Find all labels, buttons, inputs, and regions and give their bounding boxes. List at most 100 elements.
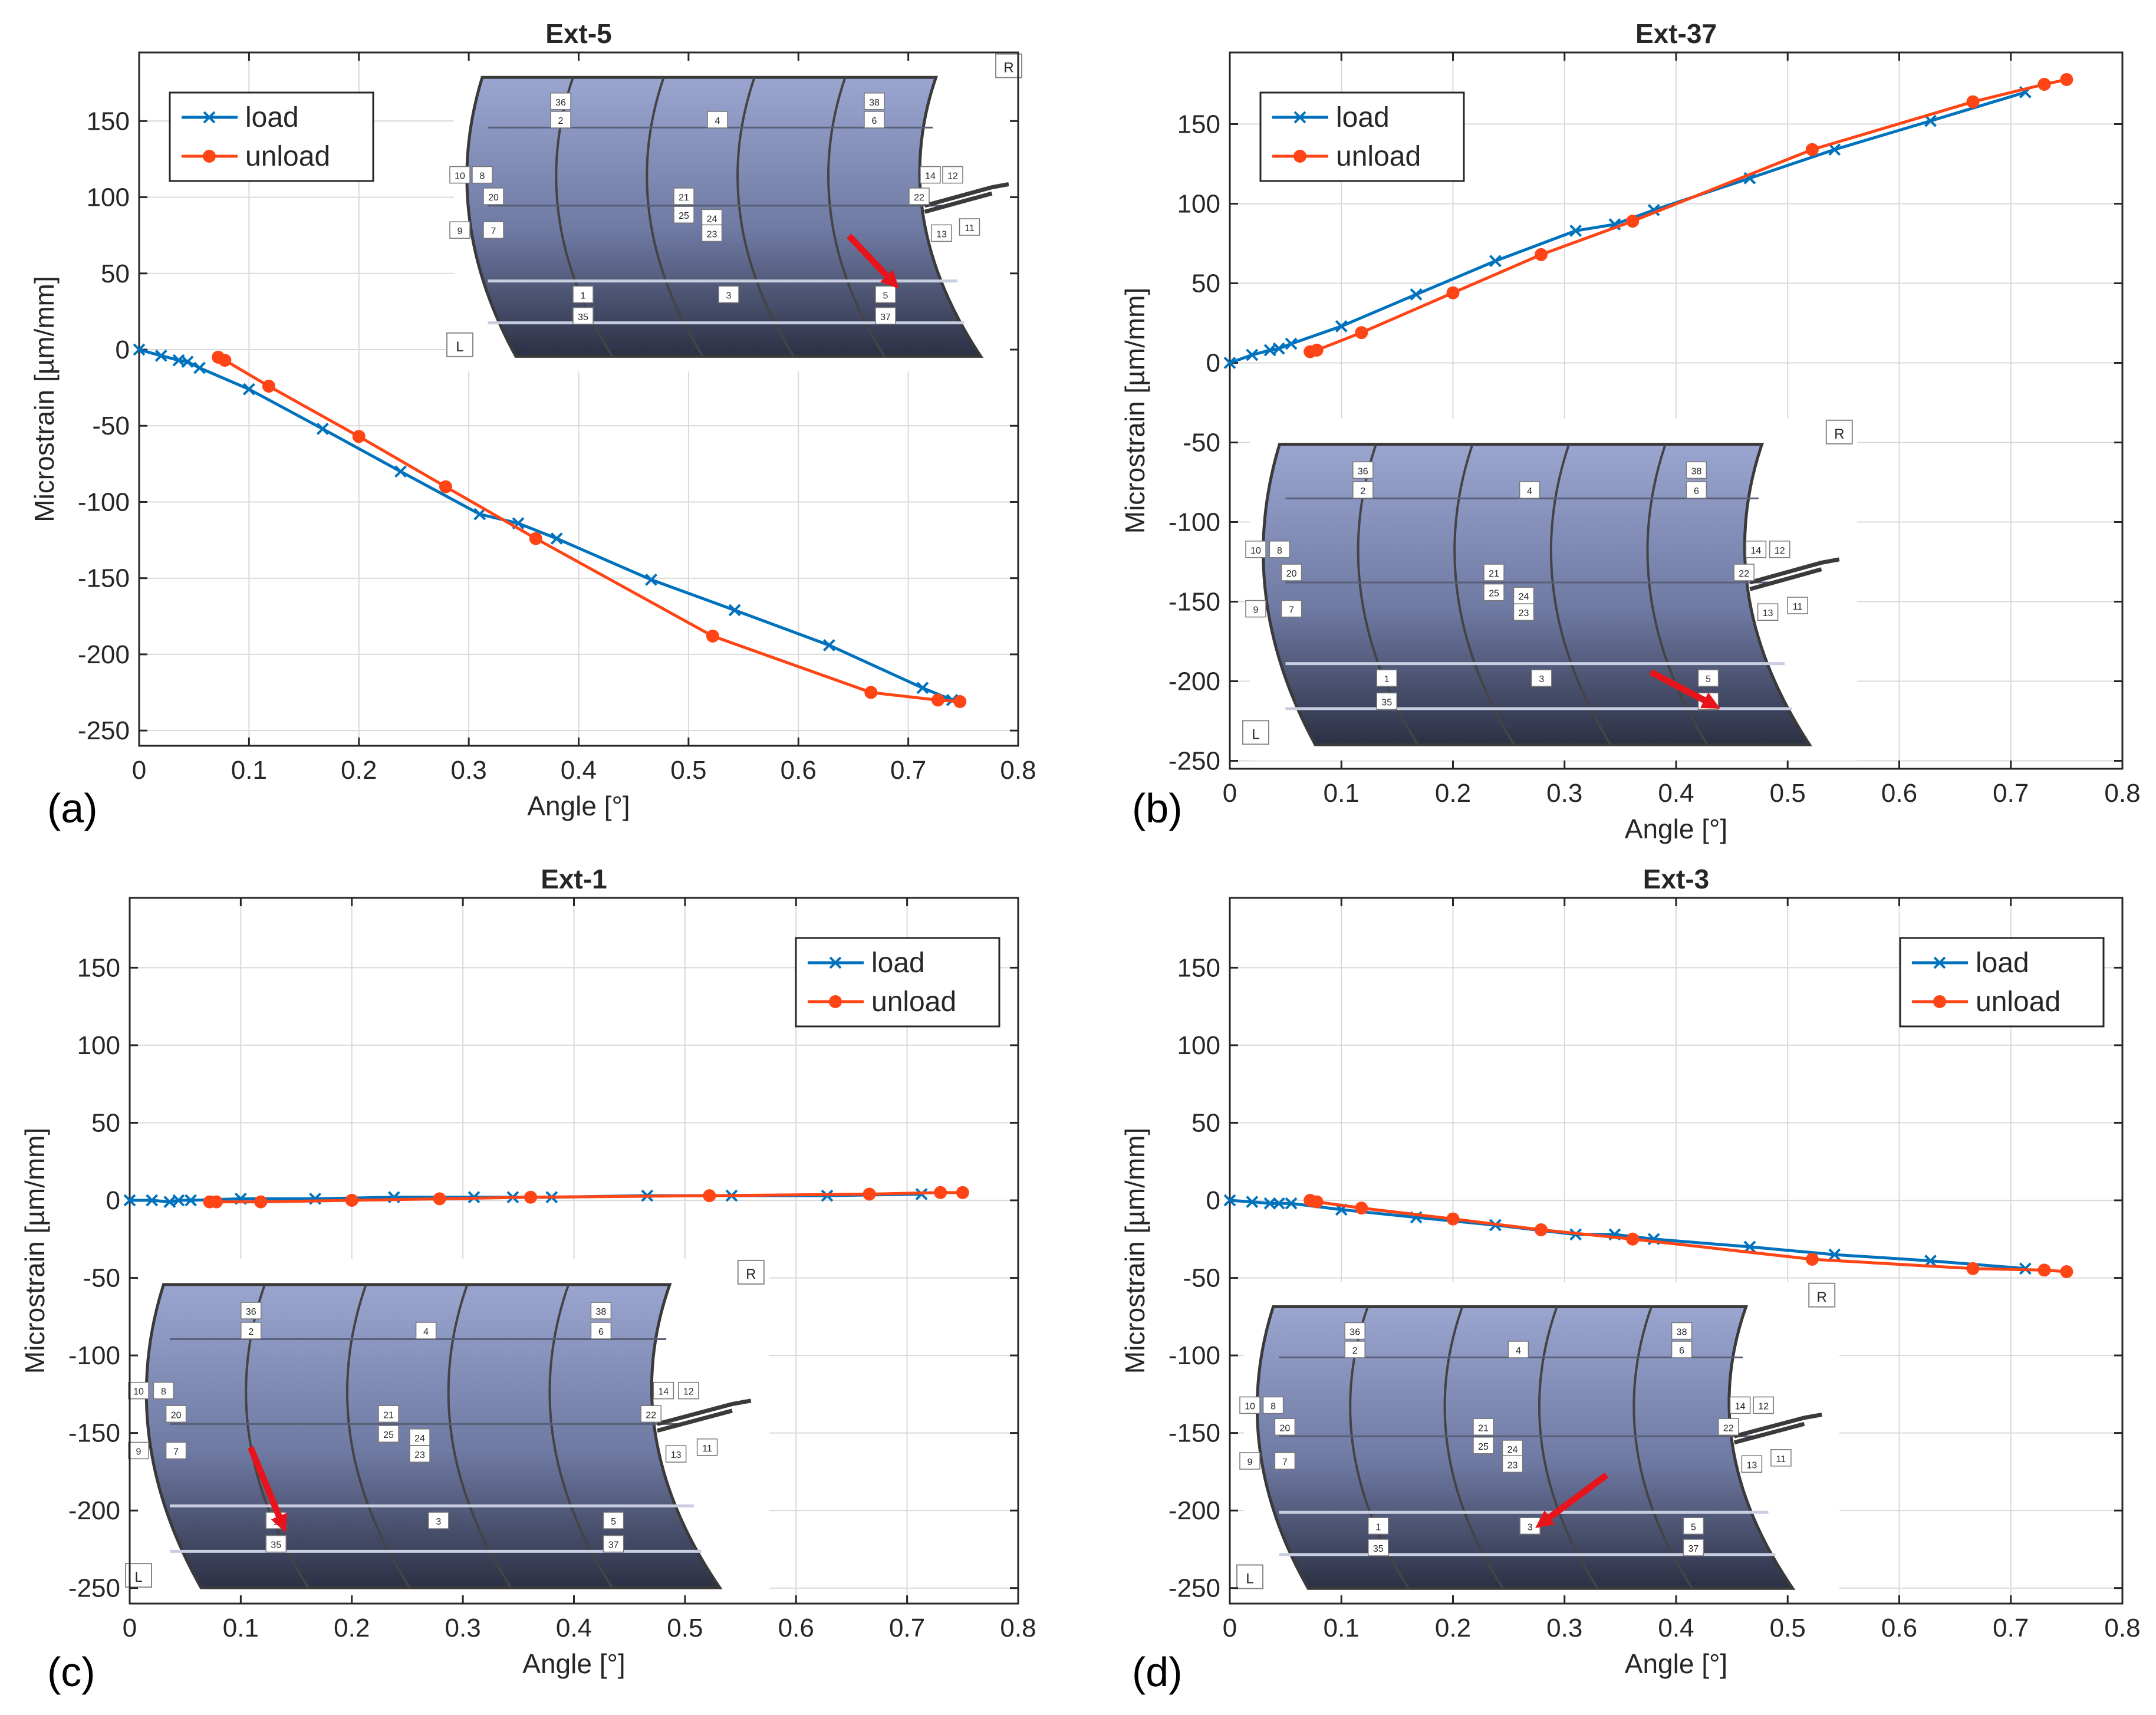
sensor-label: 2 (1360, 486, 1365, 496)
y-tick-label: -100 (68, 1341, 120, 1370)
y-tick-label: -50 (1183, 1264, 1220, 1293)
y-tick-label: -150 (78, 564, 130, 593)
panel-label: (d) (1132, 1649, 1183, 1695)
data-point-load (394, 465, 407, 478)
sensor-label-box (1513, 603, 1535, 621)
sensor-label: 3 (436, 1517, 441, 1527)
legend: load unload (1259, 91, 1465, 182)
data-point-load (1489, 255, 1502, 268)
sensor-label: 3 (1539, 674, 1544, 684)
sensor-label: 4 (715, 116, 720, 126)
x-tick-label: 0.1 (223, 1614, 259, 1642)
inset-tag-l: L (134, 1569, 142, 1585)
x-tick-label: 0.7 (1993, 779, 2029, 808)
sensor-label-box (1787, 597, 1808, 614)
legend-label-unload: unload (1336, 141, 1421, 172)
sensor-label-box (942, 166, 963, 184)
data-point-load (728, 604, 741, 617)
x-tick-label: 0.8 (2104, 779, 2140, 808)
sensor-label-box (696, 1439, 718, 1456)
sensor-label-box (550, 111, 571, 129)
sensor-label: 20 (171, 1410, 182, 1420)
legend-label-unload: unload (245, 141, 330, 172)
red-arrow-shaft (1543, 1472, 1609, 1524)
sensor-label: 6 (598, 1327, 604, 1337)
y-axis-label: Microstrain [µm/mm] (1120, 288, 1150, 534)
chart-title: Ext-5 (545, 18, 611, 49)
sensor-label: 35 (1381, 697, 1392, 707)
y-tick-label: 50 (101, 259, 130, 288)
beam-rib (447, 1284, 512, 1589)
sensor-label: 36 (555, 98, 566, 108)
beam-rib (646, 77, 704, 357)
red-arrow-head (880, 269, 899, 289)
sensor-label: 5 (1706, 674, 1711, 684)
sensor-label: 5 (611, 1517, 616, 1527)
sensor-label-box (1683, 1539, 1704, 1556)
y-tick-label: -50 (1183, 429, 1220, 457)
sensor-label: 10 (455, 172, 465, 182)
x-axis-label: Angle [°] (527, 791, 630, 821)
data-point-unload (1310, 1195, 1324, 1209)
sensor-label: 25 (679, 211, 689, 221)
data-point-load (123, 1194, 136, 1207)
x-tick-label: 0.3 (445, 1614, 481, 1642)
beam-bracket (656, 1398, 752, 1433)
x-tick-label: 0.1 (1324, 1614, 1360, 1642)
x-tick-label: 0.2 (1435, 779, 1471, 808)
legend-label-load: load (245, 102, 299, 133)
legend: load unload (795, 937, 1000, 1028)
data-point-load (172, 1194, 185, 1207)
sensor-label: 3 (1528, 1522, 1533, 1532)
sensor-label: 36 (1349, 1328, 1360, 1338)
sensor-label: 2 (248, 1327, 254, 1337)
sensor-label-box (409, 1445, 430, 1463)
y-tick-label: 0 (106, 1186, 120, 1215)
y-tick-label: 100 (1177, 190, 1220, 219)
inset-tag-r-box (1825, 419, 1853, 445)
red-arrow-head (1535, 1510, 1555, 1528)
sensor-label-box (1502, 1455, 1523, 1473)
sensor-label: 37 (880, 312, 891, 322)
sensor-label-box (1671, 1341, 1693, 1358)
x-axis-label: Angle [°] (1625, 1648, 1727, 1679)
sensor-label: 3 (726, 291, 732, 301)
chart-panel-3: RL36243861082097212524231412221311135353… (19, 864, 1036, 1695)
x-tick-label: 0.4 (556, 1614, 592, 1642)
data-point-unload (934, 1186, 947, 1199)
sensor-label: 23 (1519, 608, 1529, 618)
legend-label-unload: unload (1976, 986, 2060, 1018)
data-point-unload (529, 532, 542, 545)
data-point-unload (1535, 248, 1548, 261)
data-point-unload (524, 1190, 538, 1204)
y-tick-label: -200 (78, 640, 130, 669)
sensor-label: 13 (671, 1450, 682, 1460)
data-point-unload (1966, 1262, 1980, 1275)
red-arrow-head (271, 1513, 287, 1533)
sensor-label-box (165, 1441, 187, 1460)
sensor-label: 14 (659, 1387, 669, 1397)
data-point-unload (1626, 1232, 1640, 1246)
legend-marker-o (203, 150, 216, 163)
legend-marker-o (829, 995, 842, 1008)
sensor-label-box (1531, 669, 1552, 687)
legend: load unload (169, 91, 374, 182)
inset-tag-l-box (446, 332, 473, 357)
y-tick-label: -200 (1168, 1496, 1220, 1525)
sensor-label-box (678, 1381, 699, 1400)
sensor-label-box (1519, 481, 1541, 499)
x-axis-label: Angle [°] (1625, 814, 1727, 844)
sensor-label-box (241, 1322, 262, 1339)
legend-box (795, 937, 1000, 1028)
sensor-label: 9 (1253, 605, 1259, 615)
sensor-label: 10 (1250, 546, 1261, 556)
sensor-label: 10 (1245, 1402, 1255, 1412)
sensor-label-box (1745, 541, 1767, 558)
y-tick-label: 150 (77, 953, 120, 982)
legend-marker-o (1293, 150, 1306, 163)
x-tick-label: 0.5 (1770, 779, 1806, 808)
sensor-label: 25 (1489, 589, 1499, 599)
x-tick-label: 0.7 (889, 1614, 925, 1642)
y-tick-label: 50 (1191, 1108, 1220, 1137)
data-point-unload (1966, 95, 1980, 108)
